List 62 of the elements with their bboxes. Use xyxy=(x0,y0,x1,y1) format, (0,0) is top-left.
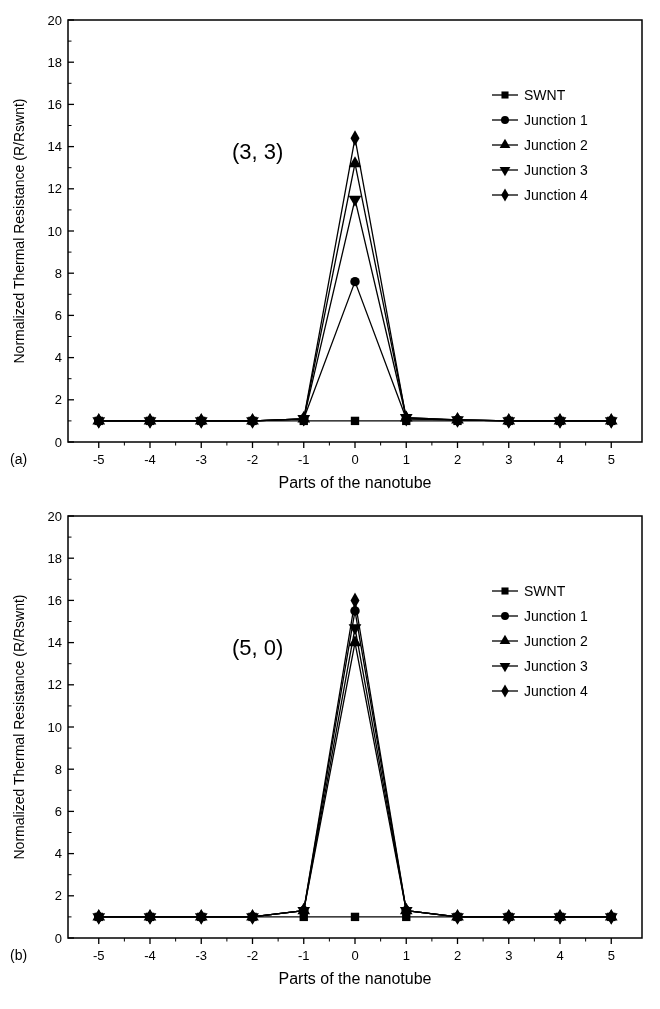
y-tick-label: 20 xyxy=(47,508,62,524)
y-tick-label: 10 xyxy=(47,223,62,239)
legend-label: Junction 4 xyxy=(524,186,589,203)
x-tick-label: 0 xyxy=(351,948,359,963)
x-tick-label: 5 xyxy=(607,948,615,963)
y-tick-label: 2 xyxy=(54,392,62,408)
x-tick-label: -1 xyxy=(297,948,310,963)
y-tick-label: 14 xyxy=(47,635,62,651)
y-tick-label: 8 xyxy=(54,761,62,777)
x-tick-label: 2 xyxy=(453,948,462,963)
y-tick-label: 4 xyxy=(54,846,62,862)
y-tick-label: 20 xyxy=(47,12,62,28)
x-tick-label: 4 xyxy=(556,948,564,963)
x-tick-label: -5 xyxy=(92,948,105,963)
annotation: (5, 0) xyxy=(232,635,284,661)
x-axis-title: Parts of the nanotube xyxy=(278,970,432,987)
x-tick-label: -3 xyxy=(195,948,208,963)
y-tick-label: 16 xyxy=(47,592,62,608)
legend-label: SWNT xyxy=(524,86,566,103)
legend-label: Junction 3 xyxy=(524,657,589,674)
x-tick-label: -4 xyxy=(144,452,156,467)
text: (b) xyxy=(10,947,28,963)
annotation: (3, 3) xyxy=(232,139,284,165)
x-tick-label: -2 xyxy=(246,948,259,963)
x-tick-label: 1 xyxy=(402,452,410,467)
y-tick-label: 12 xyxy=(47,181,62,197)
x-tick-label: 2 xyxy=(453,452,462,467)
x-tick-label: 5 xyxy=(607,452,615,467)
x-tick-label: -1 xyxy=(297,452,310,467)
x-tick-label: 0 xyxy=(351,452,359,467)
y-tick-label: 18 xyxy=(47,550,62,566)
y-tick-label: 10 xyxy=(47,719,62,735)
text: (a) xyxy=(10,451,28,467)
y-axis-title: Normalized Thermal Resistance (R/Rswnt) xyxy=(11,594,27,860)
x-axis-title: Parts of the nanotube xyxy=(278,474,432,491)
y-tick-label: 12 xyxy=(47,677,62,693)
x-tick-label: 1 xyxy=(402,948,410,963)
legend-label: Junction 2 xyxy=(524,136,589,153)
x-tick-label: -5 xyxy=(92,452,105,467)
y-tick-label: 0 xyxy=(54,930,62,946)
legend-label: SWNT xyxy=(524,582,566,599)
y-tick-label: 2 xyxy=(54,888,62,904)
x-tick-label: 3 xyxy=(505,948,513,963)
x-tick-label: -4 xyxy=(144,948,156,963)
x-tick-label: -3 xyxy=(195,452,208,467)
legend-label: Junction 4 xyxy=(524,682,589,699)
y-axis-title: Normalized Thermal Resistance (R/Rswnt) xyxy=(11,98,27,364)
legend-label: Junction 1 xyxy=(524,607,589,624)
y-tick-label: 6 xyxy=(54,307,62,323)
y-tick-label: 4 xyxy=(54,350,62,366)
y-tick-label: 8 xyxy=(54,265,62,281)
y-tick-label: 0 xyxy=(54,434,62,450)
x-tick-label: -2 xyxy=(246,452,259,467)
legend-label: Junction 2 xyxy=(524,632,589,649)
legend-label: Junction 3 xyxy=(524,161,589,178)
x-tick-label: 3 xyxy=(505,452,513,467)
y-tick-label: 18 xyxy=(47,54,62,70)
legend-label: Junction 1 xyxy=(524,111,589,128)
y-tick-label: 14 xyxy=(47,139,62,155)
y-tick-label: 16 xyxy=(47,96,62,112)
y-tick-label: 6 xyxy=(54,803,62,819)
x-tick-label: 4 xyxy=(556,452,564,467)
